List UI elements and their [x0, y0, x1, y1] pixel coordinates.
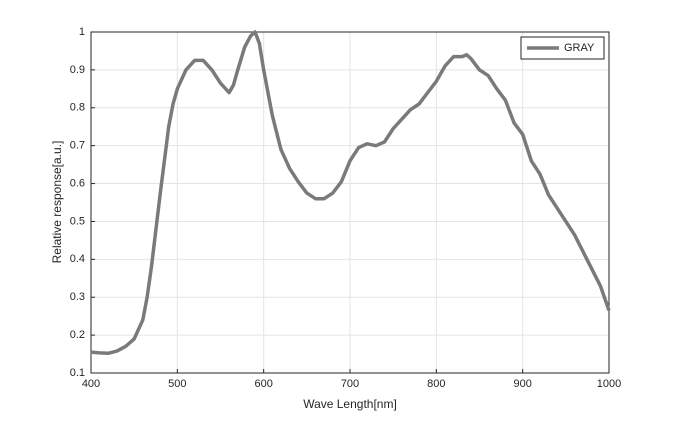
- y-tick-label: 0.3: [70, 291, 85, 303]
- x-tick-label: 700: [341, 378, 359, 390]
- y-tick-label: 0.9: [70, 64, 85, 76]
- y-tick-label: 0.6: [70, 177, 85, 189]
- x-axis-label: Wave Length[nm]: [303, 397, 397, 411]
- x-tick-label: 1000: [597, 378, 621, 390]
- x-tick-label: 500: [168, 378, 186, 390]
- plot-frame: [90, 31, 610, 374]
- legend-box: [520, 36, 605, 60]
- y-tick-label: 0.4: [70, 253, 85, 265]
- y-tick-label: 0.5: [70, 215, 85, 227]
- x-tick-label: 400: [82, 378, 100, 390]
- x-tick-label: 800: [427, 378, 445, 390]
- x-tick-label: 900: [513, 378, 531, 390]
- line-series: [90, 30, 611, 356]
- y-tick-label: 0.8: [70, 102, 85, 114]
- legend: GRAY: [520, 36, 605, 60]
- y-tick-label: 1: [79, 26, 85, 38]
- y-tick-label: 0.7: [70, 140, 85, 152]
- legend-label: GRAY: [564, 42, 595, 54]
- y-tick-label: 0.2: [70, 329, 85, 341]
- y-axis-label: Relative response[a.u.]: [50, 141, 64, 264]
- y-tick-label: 0.1: [70, 367, 85, 379]
- x-tick-label: 600: [254, 378, 272, 390]
